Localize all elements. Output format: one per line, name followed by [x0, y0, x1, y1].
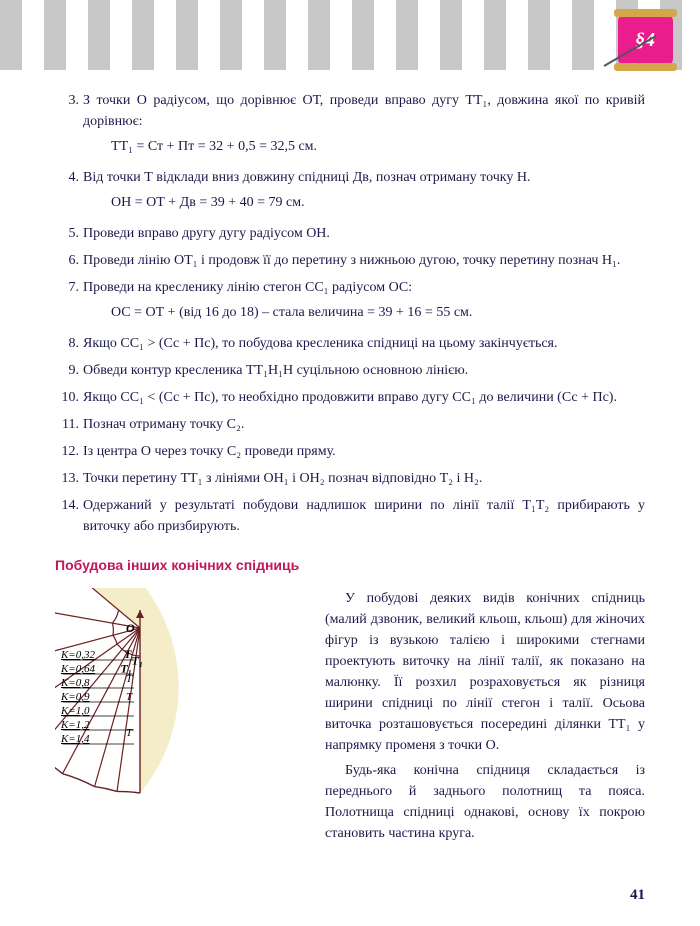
item-text: З точки О радіусом, що дорівнює ОТ, пров…	[83, 93, 645, 129]
list-item: Із центра О через точку С₂ проведи пряму…	[55, 441, 645, 462]
svg-text:К=0,8: К=0,8	[60, 677, 90, 689]
list-item: Проведи вправо другу дугу радіусом ОН.	[55, 223, 645, 244]
svg-text:К=1,2: К=1,2	[60, 719, 90, 731]
item-text: Точки перетину ТТ₁ з лініями ОН₁ і ОН₂ п…	[83, 471, 482, 486]
list-item: Одержаний у результаті побудови надлишок…	[55, 495, 645, 537]
list-item: Від точки Т відклади вниз довжину спідни…	[55, 167, 645, 213]
section-heading: Побудова інших конічних спідниць	[55, 555, 645, 576]
item-text: Якщо СС₁ < (Сс + Пс), то необхідно продо…	[83, 390, 617, 405]
formula: ТТ₁ = Ст + Пт = 32 + 0,5 = 32,5 см.	[111, 136, 645, 157]
list-item: З точки О радіусом, що дорівнює ОТ, пров…	[55, 90, 645, 157]
diagram-column: ОТТ₁Т₁ТТТК=0,32К=0,64К=0,8К=0,9К=1,0К=1,…	[55, 588, 305, 855]
list-item: Обведи контур кресленика ТТ₁Н₁Н суцільно…	[55, 360, 645, 381]
instruction-list: З точки О радіусом, що дорівнює ОТ, пров…	[55, 90, 645, 537]
header-stripes: §4	[0, 0, 700, 70]
list-item: Точки перетину ТТ₁ з лініями ОН₁ і ОН₂ п…	[55, 468, 645, 489]
svg-text:К=0,32: К=0,32	[60, 649, 95, 661]
list-item: Проведи лінію ОТ₁ і продовж її до перети…	[55, 250, 645, 271]
item-text: Від точки Т відклади вниз довжину спідни…	[83, 170, 531, 185]
formula: ОС = ОТ + (від 16 до 18) – стала величин…	[111, 302, 645, 323]
body-paragraph: У побудові деяких видів конічних спідниц…	[325, 588, 645, 756]
item-text: Проведи лінію ОТ₁ і продовж її до перети…	[83, 253, 620, 268]
page-number: 41	[630, 884, 645, 907]
section-badge: §4	[610, 15, 680, 85]
skirt-fan-diagram: ОТТ₁Т₁ТТТК=0,32К=0,64К=0,8К=0,9К=1,0К=1,…	[55, 588, 305, 848]
item-text: Проведи вправо другу дугу радіусом ОН.	[83, 226, 330, 241]
text-column: У побудові деяких видів конічних спідниц…	[325, 588, 645, 848]
item-text: Із центра О через точку С₂ проведи пряму…	[83, 444, 336, 459]
svg-text:К=1,4: К=1,4	[60, 733, 90, 745]
svg-text:Т₁: Т₁	[132, 654, 144, 668]
svg-text:Т: Т	[126, 673, 133, 685]
formula: ОН = ОТ + Дв = 39 + 40 = 79 см.	[111, 192, 645, 213]
svg-text:Т: Т	[126, 691, 133, 703]
body-paragraph: Будь-яка конічна спідниця складається із…	[325, 760, 645, 844]
svg-text:Т: Т	[126, 727, 133, 739]
svg-text:К=1,0: К=1,0	[60, 705, 90, 717]
list-item: Якщо СС₁ < (Сс + Пс), то необхідно продо…	[55, 387, 645, 408]
item-text: Проведи на кресленику лінію стегон СС₁ р…	[83, 280, 412, 295]
list-item: Якщо СС₁ > (Сс + Пс), то побудова кресле…	[55, 333, 645, 354]
svg-text:К=0,64: К=0,64	[60, 663, 95, 675]
item-text: Якщо СС₁ > (Сс + Пс), то побудова кресле…	[83, 336, 558, 351]
svg-text:О: О	[126, 621, 135, 635]
svg-text:К=0,9: К=0,9	[60, 691, 90, 703]
list-item: Проведи на кресленику лінію стегон СС₁ р…	[55, 277, 645, 323]
page-content: З точки О радіусом, що дорівнює ОТ, пров…	[0, 70, 700, 865]
list-item: Познач отриману точку С₂.	[55, 414, 645, 435]
two-column: ОТТ₁Т₁ТТТК=0,32К=0,64К=0,8К=0,9К=1,0К=1,…	[55, 588, 645, 855]
item-text: Познач отриману точку С₂.	[83, 417, 244, 432]
item-text: Обведи контур кресленика ТТ₁Н₁Н суцільно…	[83, 363, 468, 378]
item-text: Одержаний у результаті побудови надлишок…	[83, 498, 645, 534]
